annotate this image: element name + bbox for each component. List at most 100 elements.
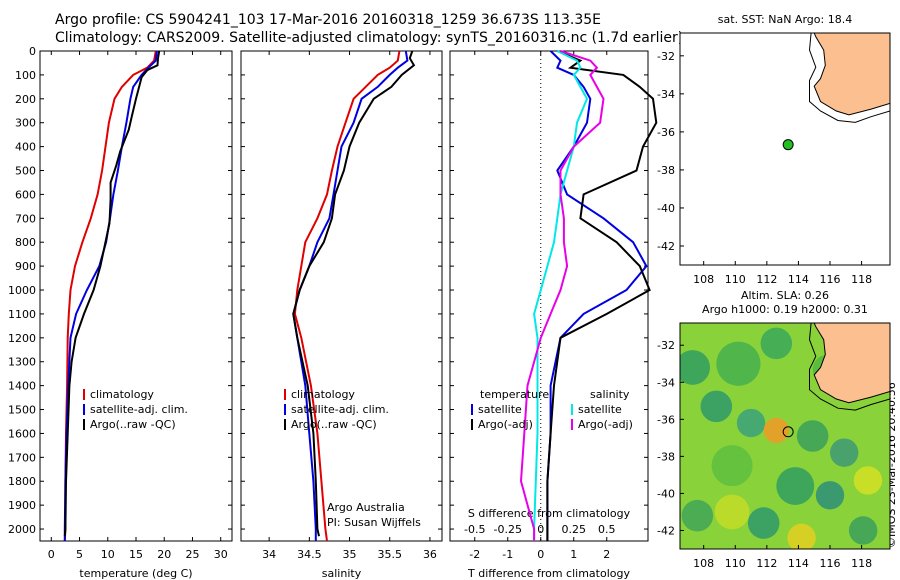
y-tick-label: 200 (15, 93, 36, 106)
figure-title-line1: Argo profile: CS 5904241_103 17-Mar-2016… (55, 12, 602, 28)
y-tick-label: 1100 (8, 308, 36, 321)
x-tick-label: 2 (603, 548, 610, 561)
sla-anomaly-patch (776, 467, 815, 505)
lon-tick-label: 108 (693, 557, 714, 570)
lat-tick-label: -36 (657, 126, 675, 139)
x-tick-label: 15 (129, 548, 143, 561)
lat-tick-label: -34 (657, 376, 675, 389)
x-axis-label: temperature (deg C) (79, 567, 192, 580)
land-australia (813, 323, 890, 404)
legend-label: climatology (291, 388, 355, 401)
x-tick-label: 1 (570, 548, 577, 561)
legend-title: temperature (480, 388, 549, 401)
profile-location-marker (782, 426, 794, 438)
y-tick-label: 900 (15, 260, 36, 273)
sst-map-title: sat. SST: NaN Argo: 18.4 (718, 13, 852, 26)
y-tick-label: 800 (15, 236, 36, 249)
x-tick-label: 34 (262, 548, 276, 561)
sla-anomaly-patch (716, 341, 761, 386)
x-tick-label: 35 (343, 548, 357, 561)
lon-tick-label: 108 (693, 273, 714, 286)
y-tick-label: 1200 (8, 332, 36, 345)
y-tick-label: 700 (15, 212, 36, 225)
x-tick-label: 20 (157, 548, 171, 561)
panel-frame (39, 50, 233, 542)
x-axis-label: T difference from climatology (467, 567, 630, 580)
x-tick-label: 34.5 (297, 548, 322, 561)
sla-anomaly-patch (680, 350, 710, 385)
y-tick-label: 0 (29, 45, 36, 58)
y-tick-label: 600 (15, 188, 36, 201)
series-line (519, 50, 605, 541)
y-tick-label: 1900 (8, 499, 36, 512)
sla-anomaly-patch (815, 481, 845, 510)
lon-tick-label: 112 (756, 273, 777, 286)
x-tick-label: -2 (469, 548, 480, 561)
y-tick-label: 500 (15, 165, 36, 178)
sla-map: 108 110 112 114 116 118 -32 -34 -36 -38 -40 -42 Alti… (657, 289, 891, 570)
attribution-line2: PI: Susan Wijffels (327, 516, 421, 529)
lat-tick-label: -38 (657, 450, 675, 463)
x-tick-label-top: 0.25 (562, 523, 587, 536)
series-line (63, 50, 161, 537)
profile-location-marker (782, 139, 794, 151)
legend-label: satellite (578, 403, 622, 416)
y-tick-label: 400 (15, 141, 36, 154)
lat-tick-label: -40 (657, 202, 675, 215)
y-tick-label: 1400 (8, 380, 36, 393)
x-tick-label-top: 0.5 (598, 523, 616, 536)
panel-temperature: 0100200300400500600700800900100011001200… (8, 45, 233, 580)
legend-label: Argo(-adj) (478, 418, 533, 431)
sla-anomaly-patch (700, 390, 733, 423)
sla-map-title-line2: Argo h1000: 0.19 h2000: 0.31 (702, 303, 868, 316)
panel-differences: -2 -1 0 1 2 T difference from climatology -0.5… (449, 50, 658, 580)
depth-contour (808, 33, 890, 123)
x-tick-label: 35.5 (377, 548, 402, 561)
sla-anomaly-patch (760, 327, 793, 360)
lat-tick-label: -38 (657, 164, 675, 177)
y-tick-label: 100 (15, 69, 36, 82)
map-body (680, 323, 890, 549)
lon-tick-label: 118 (851, 557, 872, 570)
map-frame (679, 322, 891, 550)
legend-label: Argo(..raw -QC) (291, 418, 377, 431)
lon-tick-label: 116 (820, 557, 841, 570)
sla-anomaly-patch (736, 408, 766, 438)
sla-anomaly-patch (747, 507, 780, 539)
attribution-line1: Argo Australia (327, 501, 405, 514)
x-tick-label: -1 (502, 548, 513, 561)
x-tick-label: 10 (101, 548, 115, 561)
lat-tick-label: -32 (657, 339, 675, 352)
lon-tick-label: 118 (851, 273, 872, 286)
legend-label: climatology (90, 388, 154, 401)
sst-map: 108 110 112 114 116 118 -32 -34 -36 -38 -40 -42 sat.… (657, 13, 891, 286)
lat-tick-label: -34 (657, 88, 675, 101)
x-tick-label: 36 (423, 548, 437, 561)
y-tick-label: 1500 (8, 404, 36, 417)
lon-tick-label: 110 (725, 557, 746, 570)
lat-tick-label: -36 (657, 413, 675, 426)
legend-label: satellite (478, 403, 522, 416)
x-axis-label-top: S difference from climatology (468, 507, 631, 520)
depth-contour (808, 323, 890, 411)
sla-map-title-line1: Altim. SLA: 0.26 (741, 289, 829, 302)
panel-frame (240, 50, 443, 542)
figure-title-line2: Climatology: CARS2009. Satellite-adjuste… (55, 30, 684, 46)
legend-label: satellite-adj. clim. (90, 403, 188, 416)
y-tick-label: 1700 (8, 451, 36, 464)
sla-anomaly-patch (711, 445, 753, 487)
legend-label: satellite-adj. clim. (291, 403, 389, 416)
legend-title: salinity (590, 388, 630, 401)
lat-tick-label: -42 (657, 524, 675, 537)
legend-label: Argo(-adj) (578, 418, 633, 431)
x-tick-label-top: -0.5 (464, 523, 485, 536)
x-tick-label: 5 (76, 548, 83, 561)
map-frame (679, 32, 891, 266)
legend-label: Argo(..raw -QC) (90, 418, 176, 431)
panel-salinity: 34 34.5 35 35.5 36 salinity climatology satelli… (240, 50, 443, 580)
lon-tick-label: 116 (820, 273, 841, 286)
x-axis-label: salinity (322, 567, 362, 580)
series-line (292, 50, 416, 537)
x-tick-label: 0 (48, 548, 55, 561)
